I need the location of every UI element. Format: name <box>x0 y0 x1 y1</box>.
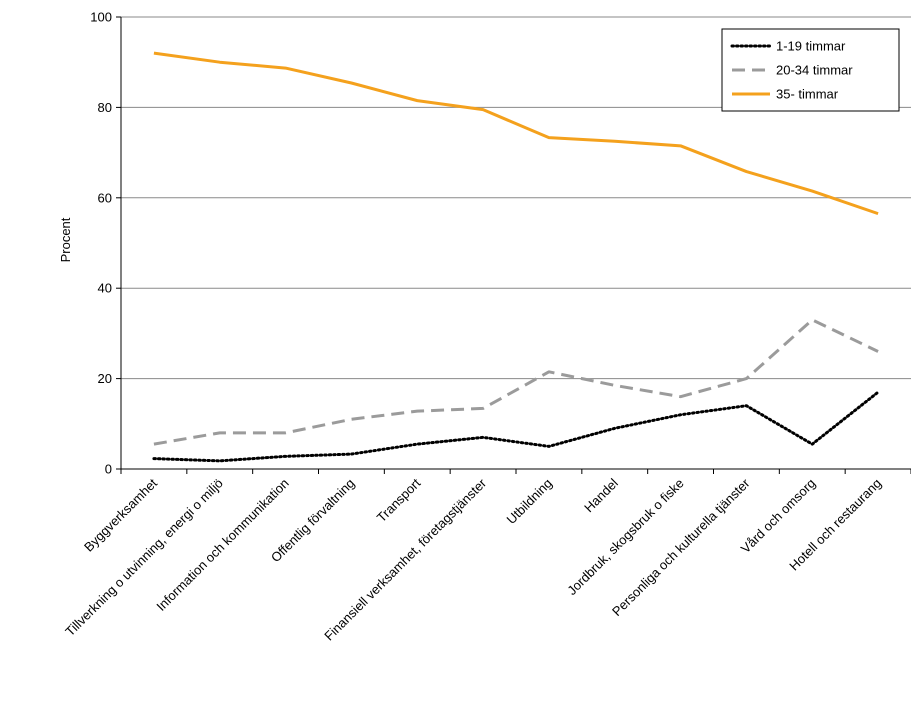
y-tick-label: 0 <box>105 462 112 477</box>
legend-label: 35- timmar <box>776 87 839 102</box>
x-category-label: Information och kommunikation <box>153 476 291 614</box>
y-axis-label: Procent <box>58 217 73 262</box>
legend: 1-19 timmar 20-34 timmar 35- timmar <box>721 28 900 112</box>
series-lines <box>152 51 880 463</box>
x-category-label: Personliga och kulturella tjänster <box>609 475 753 619</box>
y-tick-label: 40 <box>98 281 112 296</box>
legend-label: 1-19 timmar <box>776 39 846 54</box>
x-category-label: Transport <box>374 475 424 525</box>
y-tick-labels: 0 20 40 60 80 100 <box>90 10 112 477</box>
y-tick-label: 20 <box>98 371 112 386</box>
series-line-2 <box>153 318 879 446</box>
series-line-3 <box>153 51 879 216</box>
x-category-label: Jordbruk, skogsbruk o fiske <box>564 476 686 598</box>
series-line-1 <box>152 390 880 463</box>
y-tick-label: 60 <box>98 190 112 205</box>
legend-box <box>721 28 900 112</box>
x-category-label: Handel <box>581 475 621 515</box>
y-tick-label: 100 <box>90 10 112 25</box>
axes <box>116 16 911 474</box>
y-tick-label: 80 <box>98 100 112 115</box>
x-category-label: Utbildning <box>504 476 555 527</box>
legend-label: 20-34 timmar <box>776 63 853 78</box>
